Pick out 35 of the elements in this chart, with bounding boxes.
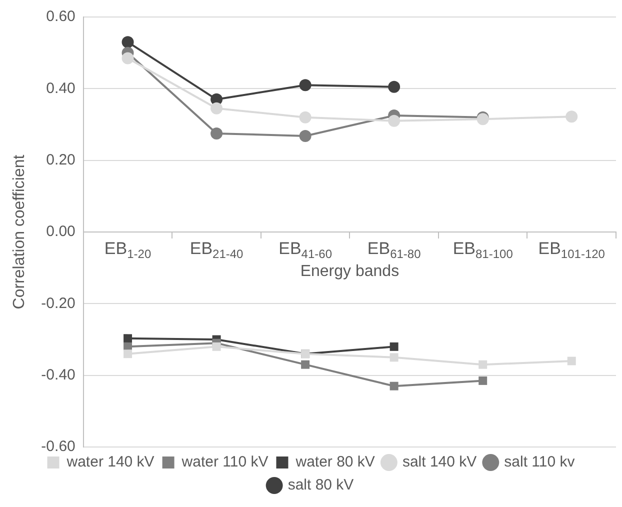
point — [124, 350, 132, 358]
legend-label: water 110 kV — [180, 454, 268, 471]
point — [299, 111, 312, 124]
point — [122, 36, 134, 48]
point — [301, 360, 310, 369]
x-axis-title: Energy bands — [300, 263, 400, 280]
point — [212, 342, 221, 351]
legend-label: salt 140 kV — [402, 454, 477, 471]
point — [388, 114, 400, 127]
point — [124, 334, 132, 343]
point — [210, 102, 223, 114]
y-tick-label: 0.00 — [46, 223, 76, 240]
y-tick-label: 0.60 — [46, 8, 76, 26]
point — [478, 376, 488, 385]
point — [299, 130, 312, 142]
point — [390, 382, 398, 390]
point — [388, 80, 400, 93]
y-tick-label: -0.20 — [41, 294, 76, 312]
point — [122, 52, 134, 64]
legend-label: salt 110 kv — [504, 454, 576, 471]
point — [299, 79, 312, 92]
point — [566, 110, 578, 123]
y-axis-title: Correlation coefficient — [11, 154, 28, 310]
legend-label: water 80 kV — [294, 454, 375, 471]
legend-label: water 140 kV — [66, 454, 154, 471]
point — [478, 360, 488, 369]
point — [210, 127, 223, 140]
legend-label: salt 80 kV — [288, 476, 354, 494]
point — [567, 356, 576, 366]
y-tick-label: -0.40 — [41, 366, 76, 384]
y-tick-label: 0.40 — [46, 80, 76, 97]
point — [390, 342, 398, 351]
y-tick-label: -0.60 — [41, 438, 76, 456]
point — [390, 353, 398, 362]
y-tick-label: 0.20 — [46, 151, 76, 168]
